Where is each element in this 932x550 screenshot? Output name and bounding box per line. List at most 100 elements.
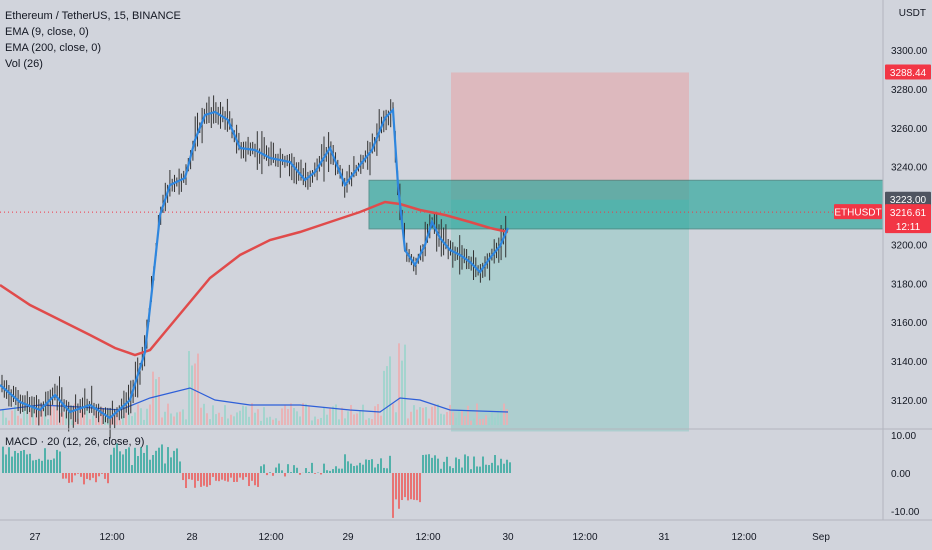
macd-bar [239,473,241,478]
volume-bar [281,408,283,425]
macd-bar [428,454,430,473]
volume-bar [500,408,502,425]
volume-bar [197,353,199,425]
volume-bar [503,403,505,425]
macd-bar [374,467,376,473]
macd-bar [329,470,331,473]
price-tick-label: 3160.00 [891,318,928,329]
macd-bar [296,467,298,473]
stop-loss-zone [451,72,689,200]
volume-bar [380,415,382,425]
price-tick-label: 3280.00 [891,85,928,96]
volume-bar [437,404,439,425]
macd-bar [290,472,292,473]
volume-bar [383,370,385,425]
price-axis: 3300.00 3280.00 3260.00 3240.00 3200.00 3180.… [0,0,932,520]
time-tick-label: 12:00 [99,532,124,543]
macd-bar [323,463,325,473]
volume-bar [50,404,52,425]
macd-bar [89,473,91,481]
macd-bar [380,458,382,473]
volume-bar [2,408,4,425]
volume-bar [323,407,325,425]
volume-bar [485,415,487,425]
volume-bar [335,404,337,425]
macd-legend[interactable]: MACD · 20 (12, 26, close, 9) [5,436,145,448]
volume-bar [368,418,370,425]
macd-bar [59,451,61,473]
macd-bar [56,449,58,473]
macd-bar [131,465,133,473]
macd-bar [128,447,130,473]
macd-bar [53,458,55,473]
macd-bar [155,450,157,473]
volume-bar [92,415,94,425]
position-zones [368,72,884,432]
legend-ema9[interactable]: EMA (9, close, 0) [5,26,89,38]
time-axis: 27 12:00 28 12:00 29 12:00 30 12:00 31 12:00 Sep [0,519,932,543]
macd-bar [41,460,43,473]
legend-ema200[interactable]: EMA (200, close, 0) [5,42,101,54]
macd-bar [62,473,64,479]
volume-bar [473,418,475,425]
volume-bar [275,418,277,425]
price-tick-label: 3180.00 [891,279,928,290]
volume-bar [476,403,478,425]
volume-bar [332,406,334,425]
time-tick-label: 27 [29,532,41,543]
volume-bar [410,411,412,425]
volume-bar [464,416,466,425]
macd-bar [284,473,286,477]
price-tick-label: 3200.00 [891,240,928,251]
macd-bar [197,473,199,481]
macd-bar [407,473,409,501]
macd-bar [437,458,439,473]
macd-bar [293,465,295,473]
macd-bar [143,452,145,473]
macd-bar [167,447,169,473]
macd-bar [368,459,370,473]
volume-bar [404,344,406,425]
volume-bar [419,407,421,425]
volume-bar [170,413,172,425]
macd-bar [281,470,283,473]
volume-bar [194,363,196,425]
macd-bar [146,445,148,473]
macd-bar [422,454,424,473]
volume-bar [260,420,262,425]
legend-title[interactable]: Ethereum / TetherUS, 15, BINANCE [5,10,181,22]
volume-bar [449,404,451,425]
volume-bar [287,408,289,425]
price-tick-label: 3300.00 [891,46,928,57]
macd-bar [449,466,451,473]
legend-volume[interactable]: Vol (26) [5,58,43,70]
macd-bar [38,458,40,473]
volume-bar [377,404,379,425]
macd-bar [191,473,193,480]
stop-badge-text: 3288.44 [890,68,927,79]
volume-bar [167,403,169,425]
macd-bar [335,466,337,473]
ema9-line [0,107,510,420]
volume-bar [158,376,160,425]
volume-bar [17,415,19,425]
macd-bar [338,468,340,473]
macd-bar [359,462,361,473]
macd-bar [185,473,187,489]
volume-bar [110,416,112,425]
stop-badge-bg [885,64,931,80]
macd-bar [263,464,265,473]
macd-bar [17,453,19,473]
macd-bar [443,461,445,473]
macd-bar [203,473,205,486]
volume-bar [293,408,295,425]
volume-bar [395,412,397,425]
macd-bar [434,455,436,473]
last-price-text: 3216.61 [890,208,927,219]
volume-bar [140,408,142,425]
volume-bar [62,412,64,425]
macd-bar [353,466,355,473]
macd-bar [356,465,358,473]
macd-bar [80,473,82,477]
